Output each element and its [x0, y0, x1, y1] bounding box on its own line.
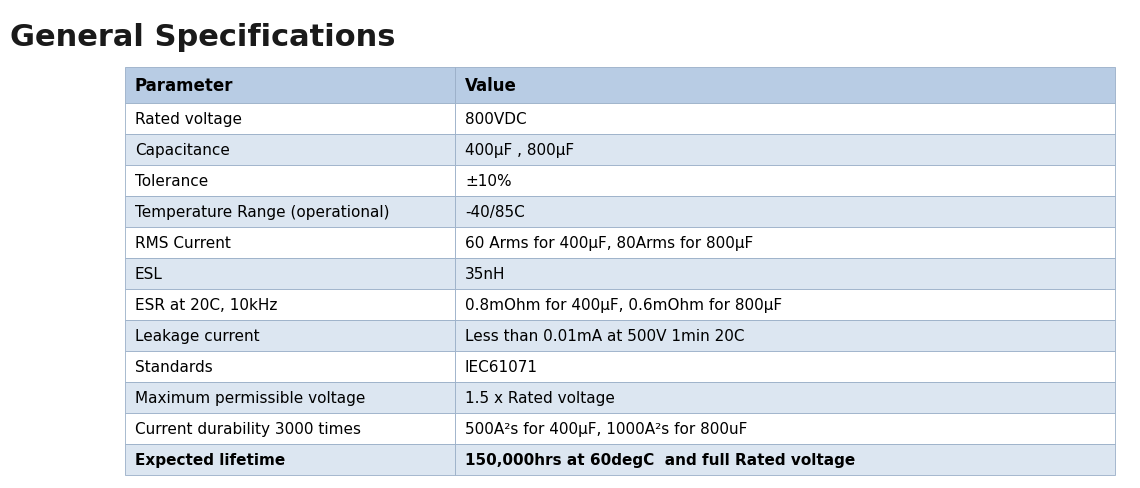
Bar [125, 197, 455, 227]
Bar [455, 104, 1115, 135]
Text: Rated voltage: Rated voltage [135, 112, 242, 127]
Bar [125, 444, 455, 475]
Text: Less than 0.01mA at 500V 1min 20C: Less than 0.01mA at 500V 1min 20C [465, 328, 744, 343]
Text: ESR at 20C, 10kHz: ESR at 20C, 10kHz [135, 297, 277, 312]
Text: 150,000hrs at 60degC  and full Rated voltage: 150,000hrs at 60degC and full Rated volt… [465, 452, 855, 467]
Text: -40/85C: -40/85C [465, 204, 524, 220]
Bar [125, 289, 455, 320]
Text: 1.5 x Rated voltage: 1.5 x Rated voltage [465, 390, 614, 405]
Bar [455, 320, 1115, 351]
Text: RMS Current: RMS Current [135, 236, 231, 250]
Bar [455, 135, 1115, 165]
Text: Expected lifetime: Expected lifetime [135, 452, 285, 467]
Text: 500A²s for 400μF, 1000A²s for 800uF: 500A²s for 400μF, 1000A²s for 800uF [465, 421, 748, 436]
Text: Leakage current: Leakage current [135, 328, 260, 343]
Bar [455, 259, 1115, 289]
Bar [455, 197, 1115, 227]
Text: Tolerance: Tolerance [135, 174, 209, 189]
Bar [125, 165, 455, 197]
Text: Temperature Range (operational): Temperature Range (operational) [135, 204, 390, 220]
Bar [125, 227, 455, 259]
Text: Parameter: Parameter [135, 77, 234, 95]
Bar [125, 135, 455, 165]
Text: Capacitance: Capacitance [135, 142, 230, 158]
Text: 60 Arms for 400μF, 80Arms for 800μF: 60 Arms for 400μF, 80Arms for 800μF [465, 236, 754, 250]
Bar [455, 227, 1115, 259]
Bar [455, 289, 1115, 320]
Bar [455, 351, 1115, 382]
Bar [125, 104, 455, 135]
Text: Maximum permissible voltage: Maximum permissible voltage [135, 390, 366, 405]
Text: 35nH: 35nH [465, 266, 505, 282]
Text: Standards: Standards [135, 359, 213, 374]
Text: General Specifications: General Specifications [10, 23, 396, 52]
Bar [455, 68, 1115, 104]
Bar [125, 351, 455, 382]
Bar [125, 320, 455, 351]
Bar [455, 382, 1115, 413]
Bar [455, 413, 1115, 444]
Text: 0.8mOhm for 400μF, 0.6mOhm for 800μF: 0.8mOhm for 400μF, 0.6mOhm for 800μF [465, 297, 782, 312]
Text: IEC61071: IEC61071 [465, 359, 538, 374]
Bar [125, 413, 455, 444]
Text: 400μF , 800μF: 400μF , 800μF [465, 142, 575, 158]
Text: ESL: ESL [135, 266, 163, 282]
Bar [125, 259, 455, 289]
Bar [455, 444, 1115, 475]
Bar [455, 165, 1115, 197]
Text: ±10%: ±10% [465, 174, 512, 189]
Bar [125, 68, 455, 104]
Text: Value: Value [465, 77, 516, 95]
Bar [125, 382, 455, 413]
Text: Current durability 3000 times: Current durability 3000 times [135, 421, 361, 436]
Text: 800VDC: 800VDC [465, 112, 527, 127]
